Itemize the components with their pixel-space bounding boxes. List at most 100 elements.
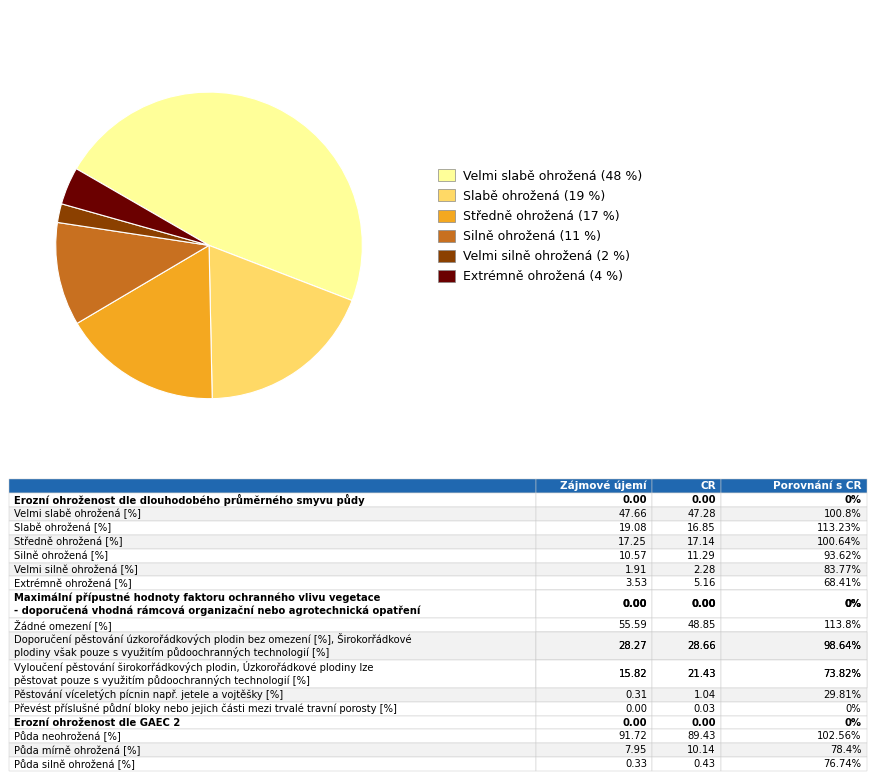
Bar — [9, 716, 537, 729]
Text: 28.66: 28.66 — [687, 641, 716, 651]
Text: 0.00: 0.00 — [625, 703, 647, 714]
Text: 73.82%: 73.82% — [824, 669, 861, 679]
Text: Velmi silně ohrožená [%]: Velmi silně ohrožená [%] — [14, 564, 138, 575]
Text: 29.81%: 29.81% — [823, 689, 861, 700]
Text: 5.16: 5.16 — [693, 579, 716, 588]
Wedge shape — [57, 204, 209, 245]
Text: Půda silně ohrožená [%]: Půda silně ohrožená [%] — [14, 759, 135, 770]
Text: 0%: 0% — [845, 717, 861, 728]
Bar — [652, 493, 721, 507]
Bar — [652, 479, 721, 493]
Bar — [652, 688, 721, 702]
Text: 0%: 0% — [845, 599, 861, 609]
Text: 113.23%: 113.23% — [817, 523, 861, 533]
Bar — [721, 493, 867, 507]
Text: 0.00: 0.00 — [692, 599, 716, 609]
Bar — [9, 562, 537, 576]
Bar — [537, 521, 652, 534]
Text: 83.77%: 83.77% — [824, 565, 861, 574]
Bar — [721, 660, 867, 688]
Bar — [721, 632, 867, 660]
Text: 0.00: 0.00 — [623, 495, 647, 505]
Wedge shape — [56, 223, 209, 323]
Text: 0.00: 0.00 — [692, 717, 716, 728]
Text: 16.85: 16.85 — [687, 523, 716, 533]
Bar — [537, 757, 652, 771]
Text: 47.28: 47.28 — [687, 509, 716, 519]
Text: Velmi slabě ohrožená [%]: Velmi slabě ohrožená [%] — [14, 509, 141, 519]
Text: Převést příslušné půdní bloky nebo jejich části mezi trvalé travní porosty [%]: Převést příslušné půdní bloky nebo jejic… — [14, 703, 396, 714]
Bar — [9, 702, 537, 716]
Bar — [652, 562, 721, 576]
Bar — [9, 521, 537, 534]
Bar — [721, 534, 867, 548]
Text: 91.72: 91.72 — [618, 731, 647, 742]
Bar — [721, 562, 867, 576]
Text: 17.14: 17.14 — [687, 537, 716, 547]
Bar — [721, 716, 867, 729]
Text: Slabě ohrožená [%]: Slabě ohrožená [%] — [14, 523, 111, 533]
Bar — [537, 716, 652, 729]
Text: Pěstování víceletých pícnin např. jetele a vojtěšky [%]: Pěstování víceletých pícnin např. jetele… — [14, 689, 283, 700]
Bar — [721, 576, 867, 590]
Text: 28.27: 28.27 — [618, 641, 647, 651]
Text: 7.95: 7.95 — [625, 746, 647, 756]
Text: 21.43: 21.43 — [687, 669, 716, 679]
Bar — [652, 590, 721, 619]
Bar — [537, 632, 652, 660]
Bar — [537, 576, 652, 590]
Bar — [9, 688, 537, 702]
Bar — [721, 619, 867, 632]
Bar — [537, 493, 652, 507]
Bar — [652, 534, 721, 548]
Text: 0.00: 0.00 — [623, 599, 647, 609]
Bar — [9, 493, 537, 507]
Text: 15.82: 15.82 — [618, 669, 647, 679]
Bar — [537, 507, 652, 521]
Text: 0.03: 0.03 — [693, 703, 716, 714]
Bar — [652, 632, 721, 660]
Bar — [9, 548, 537, 562]
Bar — [9, 743, 537, 757]
Bar — [721, 660, 867, 688]
Text: 102.56%: 102.56% — [817, 731, 861, 742]
Bar — [721, 702, 867, 716]
Bar — [652, 632, 721, 660]
Text: 98.64%: 98.64% — [824, 641, 861, 651]
Bar — [652, 507, 721, 521]
Text: 0.31: 0.31 — [625, 689, 647, 700]
Bar — [652, 729, 721, 743]
Text: 47.66: 47.66 — [618, 509, 647, 519]
Text: Půda mírně ohrožená [%]: Půda mírně ohrožená [%] — [14, 745, 140, 756]
Bar — [652, 743, 721, 757]
Bar — [652, 757, 721, 771]
Text: 76.74%: 76.74% — [823, 760, 861, 769]
Bar — [9, 757, 537, 771]
Text: 28.27: 28.27 — [618, 641, 647, 651]
Bar — [9, 632, 537, 660]
Text: 0%: 0% — [846, 703, 861, 714]
Text: Zájmové újemí: Zájmové újemí — [560, 481, 647, 492]
Bar — [721, 688, 867, 702]
Text: 0.00: 0.00 — [623, 599, 647, 609]
Text: 100.64%: 100.64% — [817, 537, 861, 547]
Text: 11.29: 11.29 — [687, 551, 716, 561]
Bar — [537, 632, 652, 660]
Bar — [537, 702, 652, 716]
Text: 98.64%: 98.64% — [824, 641, 861, 651]
Text: CR: CR — [700, 481, 716, 491]
Bar — [652, 702, 721, 716]
Text: 1.04: 1.04 — [693, 689, 716, 700]
Text: Erozní ohroženost dle GAEC 2: Erozní ohroženost dle GAEC 2 — [14, 717, 180, 728]
Bar — [652, 660, 721, 688]
Bar — [537, 548, 652, 562]
Bar — [652, 521, 721, 534]
Bar — [721, 729, 867, 743]
Bar — [537, 562, 652, 576]
Bar — [537, 743, 652, 757]
Bar — [537, 479, 652, 493]
Bar — [9, 619, 537, 632]
Bar — [537, 534, 652, 548]
Wedge shape — [78, 245, 213, 399]
Bar — [537, 590, 652, 619]
